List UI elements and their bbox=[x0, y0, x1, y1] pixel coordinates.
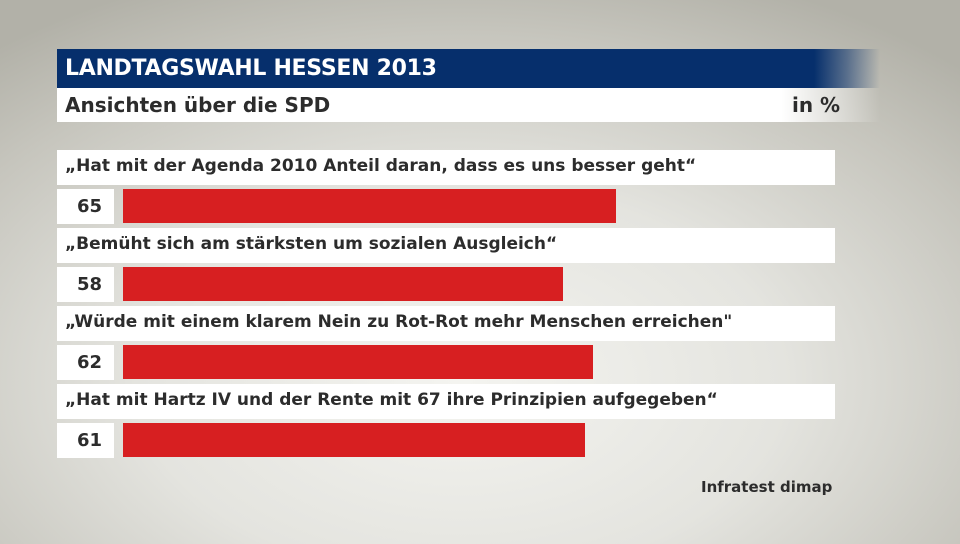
bar bbox=[123, 423, 586, 457]
category-label: „Bemüht sich am stärksten um sozialen Au… bbox=[65, 234, 558, 254]
source-label: Infratest dimap bbox=[701, 478, 833, 496]
category-label: „Würde mit einem klarem Nein zu Rot-Rot … bbox=[65, 312, 733, 332]
value-label: 65 bbox=[76, 196, 102, 217]
unit-label: in % bbox=[792, 93, 841, 117]
category-label: „Hat mit Hartz IV und der Rente mit 67 i… bbox=[65, 390, 718, 410]
category-label-box: „Hat mit der Agenda 2010 Anteil daran, d… bbox=[57, 150, 835, 185]
value-box: 65 bbox=[57, 189, 114, 224]
bar bbox=[123, 267, 563, 301]
chart-title: LANDTAGSWAHL HESSEN 2013 bbox=[65, 56, 437, 81]
title-bar: LANDTAGSWAHL HESSEN 2013 bbox=[57, 49, 880, 88]
value-label: 58 bbox=[76, 274, 102, 295]
bar bbox=[123, 345, 593, 379]
bar bbox=[123, 189, 616, 223]
category-label-box: „Bemüht sich am stärksten um sozialen Au… bbox=[57, 228, 835, 263]
category-label: „Hat mit der Agenda 2010 Anteil daran, d… bbox=[65, 156, 697, 176]
chart-subtitle: Ansichten über die SPD bbox=[65, 93, 331, 117]
value-box: 61 bbox=[57, 423, 114, 458]
value-label: 62 bbox=[76, 352, 102, 373]
category-label-box: „Würde mit einem klarem Nein zu Rot-Rot … bbox=[57, 306, 835, 341]
value-box: 58 bbox=[57, 267, 114, 302]
subtitle-bar: Ansichten über die SPD in % bbox=[57, 88, 880, 122]
category-label-box: „Hat mit Hartz IV und der Rente mit 67 i… bbox=[57, 384, 835, 419]
value-label: 61 bbox=[76, 430, 102, 451]
value-box: 62 bbox=[57, 345, 114, 380]
